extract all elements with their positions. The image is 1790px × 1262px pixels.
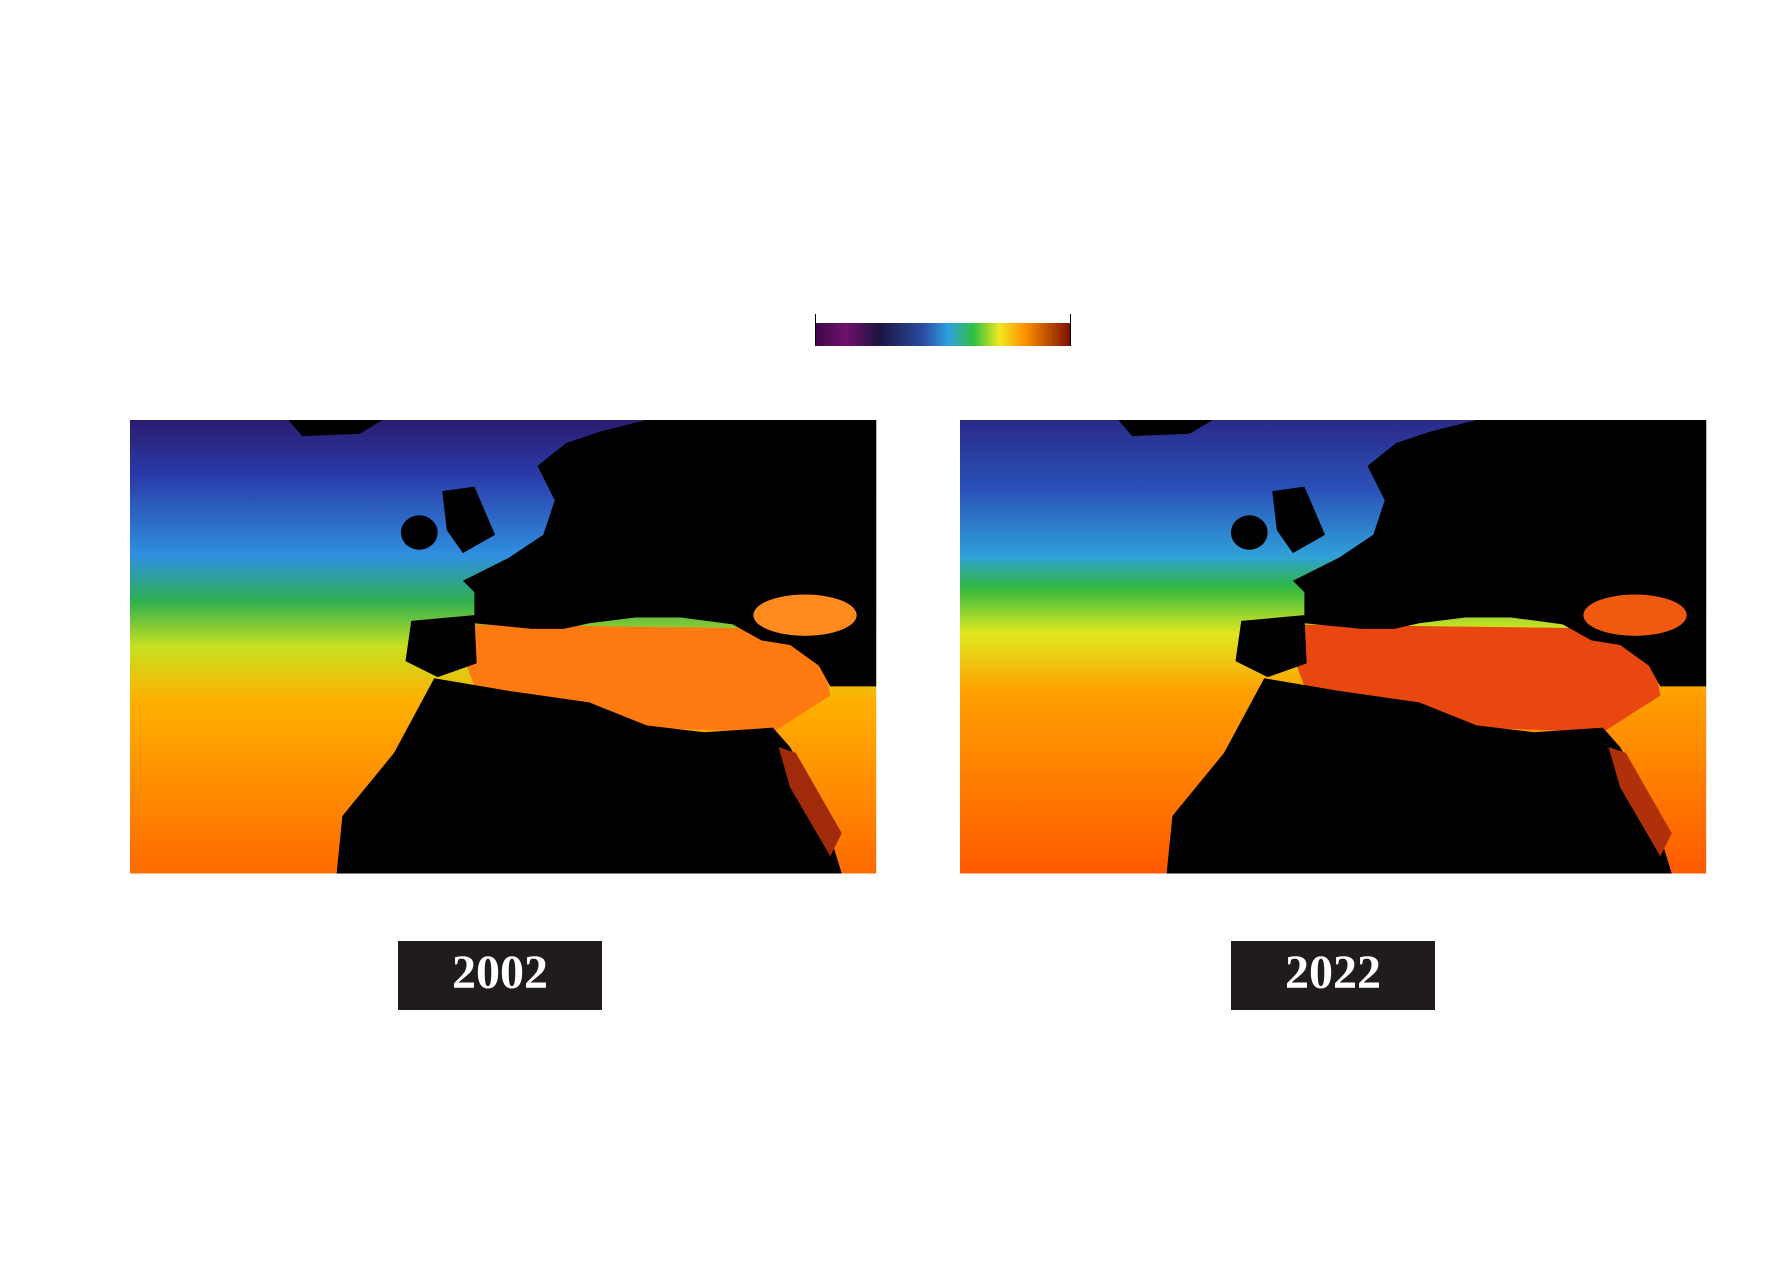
year-label: 2002 [452, 946, 548, 999]
color-scale [815, 323, 1071, 346]
year-badge [398, 941, 602, 1010]
map-2002 [130, 420, 877, 874]
year-label: 2022 [1285, 946, 1381, 999]
year-badge [1231, 941, 1435, 1010]
map-2022 [960, 420, 1707, 874]
